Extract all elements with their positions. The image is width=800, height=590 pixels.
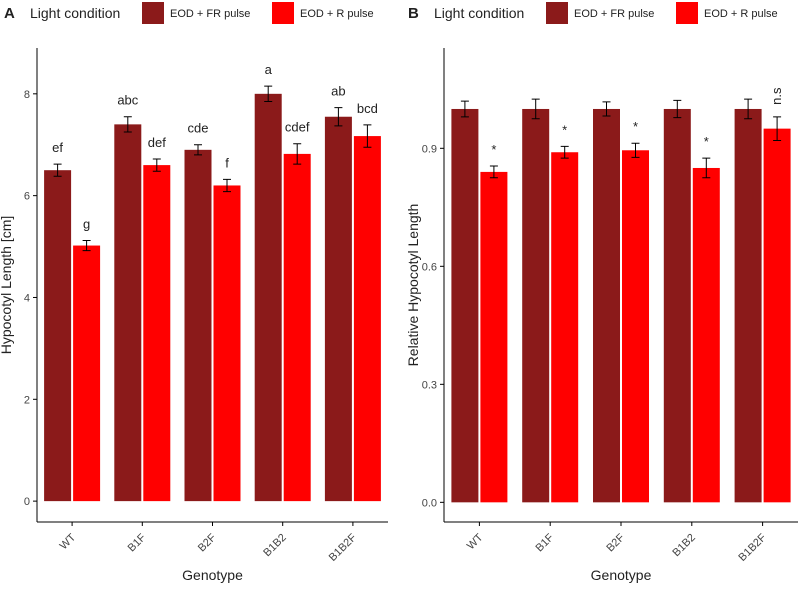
bar bbox=[114, 124, 142, 502]
x-axis-label: Genotype bbox=[591, 567, 652, 583]
error-bar bbox=[460, 100, 469, 118]
bar bbox=[692, 167, 720, 503]
bar bbox=[551, 152, 579, 503]
significance-label: def bbox=[148, 135, 166, 150]
y-tick-label: 8 bbox=[24, 89, 30, 101]
bar bbox=[44, 170, 72, 502]
bar bbox=[324, 116, 352, 502]
error-bar bbox=[489, 165, 498, 179]
significance-label: * bbox=[704, 134, 709, 149]
x-axis-label: Genotype bbox=[182, 567, 243, 583]
y-tick-label: 0.3 bbox=[422, 379, 437, 391]
legend-swatch bbox=[676, 2, 698, 24]
bar bbox=[143, 165, 171, 502]
legend-swatch bbox=[546, 2, 568, 24]
significance-label: * bbox=[562, 122, 567, 137]
bar bbox=[480, 171, 508, 503]
y-tick-label: 0.9 bbox=[422, 143, 437, 155]
legend-label: EOD + FR pulse bbox=[170, 8, 250, 20]
error-bar bbox=[560, 145, 569, 159]
y-tick-label: 0.0 bbox=[422, 497, 437, 509]
bar bbox=[763, 128, 791, 503]
bar bbox=[663, 108, 691, 503]
legend-label: EOD + R pulse bbox=[300, 8, 374, 20]
y-tick-label: 0.6 bbox=[422, 261, 437, 273]
error-bar bbox=[53, 163, 62, 177]
legend-swatch bbox=[142, 2, 164, 24]
significance-label: ab bbox=[331, 84, 345, 99]
error-bar bbox=[702, 157, 711, 179]
significance-label: cde bbox=[188, 121, 209, 136]
legend-title: Light condition bbox=[434, 5, 524, 21]
legend-label: EOD + FR pulse bbox=[574, 8, 654, 20]
panel-tag: B bbox=[408, 5, 419, 22]
bar bbox=[283, 153, 311, 502]
x-tick-label: B2F bbox=[604, 531, 627, 554]
error-bar bbox=[773, 116, 782, 141]
legend-title: Light condition bbox=[30, 5, 120, 21]
error-bar bbox=[602, 101, 611, 117]
significance-label: * bbox=[633, 119, 638, 134]
error-bar bbox=[194, 144, 202, 156]
error-bar bbox=[673, 99, 682, 119]
bar bbox=[451, 108, 479, 503]
bar bbox=[184, 149, 212, 502]
significance-label: g bbox=[83, 216, 90, 231]
error-bar bbox=[264, 85, 273, 102]
y-tick-label: 2 bbox=[24, 394, 30, 406]
error-bar bbox=[82, 239, 91, 252]
y-tick-label: 6 bbox=[24, 191, 30, 203]
significance-label: n.s bbox=[769, 87, 784, 105]
error-bar bbox=[293, 143, 302, 165]
significance-label: cdef bbox=[285, 120, 310, 135]
x-tick-label: B1B2 bbox=[261, 532, 289, 560]
error-bar bbox=[631, 142, 640, 158]
x-tick-label: B1B2 bbox=[670, 532, 698, 560]
significance-label: ef bbox=[52, 140, 63, 155]
error-bar bbox=[531, 98, 540, 120]
x-tick-label: B2F bbox=[196, 531, 219, 554]
error-bar bbox=[223, 178, 231, 193]
legend-label: EOD + R pulse bbox=[704, 8, 778, 20]
y-axis-label: Hypocotyl Length [cm] bbox=[0, 216, 14, 355]
y-tick-label: 0 bbox=[24, 496, 30, 508]
bar bbox=[734, 108, 762, 503]
significance-label: bcd bbox=[357, 101, 378, 116]
error-bar bbox=[744, 98, 753, 120]
bar bbox=[593, 108, 620, 503]
bar bbox=[522, 108, 550, 503]
error-bar bbox=[363, 124, 372, 148]
significance-label: a bbox=[265, 62, 273, 77]
panel-tag: A bbox=[4, 5, 15, 22]
y-tick-label: 4 bbox=[24, 292, 30, 304]
legend-swatch bbox=[272, 2, 294, 24]
x-tick-label: B1F bbox=[534, 531, 557, 554]
significance-label: * bbox=[491, 142, 496, 157]
x-tick-label: B1F bbox=[126, 531, 149, 554]
x-tick-label: B1B2F bbox=[327, 531, 359, 563]
error-bar bbox=[123, 116, 132, 133]
bar bbox=[622, 150, 649, 503]
significance-label: abc bbox=[117, 93, 138, 108]
x-tick-label: B1B2F bbox=[736, 531, 768, 563]
bar bbox=[353, 136, 381, 502]
x-tick-label: WT bbox=[58, 531, 79, 552]
significance-label: f bbox=[225, 155, 229, 170]
bar bbox=[213, 185, 241, 502]
y-axis-label: Relative Hypocotyl Length bbox=[405, 204, 421, 367]
x-tick-label: WT bbox=[465, 531, 486, 552]
error-bar bbox=[334, 107, 343, 127]
error-bar bbox=[152, 158, 161, 172]
bar bbox=[73, 245, 101, 502]
bar bbox=[254, 93, 282, 502]
